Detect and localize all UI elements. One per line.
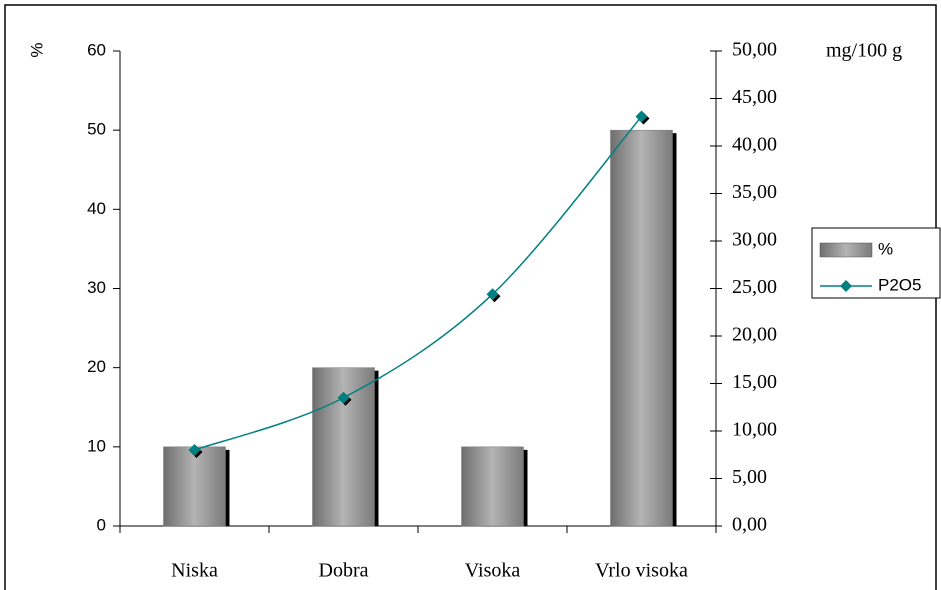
- legend-swatch: [819, 242, 873, 258]
- y2-tick-label: 15,00: [732, 371, 777, 393]
- y2-tick-label: 25,00: [732, 276, 777, 298]
- legend-marker: [840, 280, 852, 292]
- y2-axis-label: mg/100 g: [826, 40, 902, 62]
- y-tick-label: 50: [87, 120, 106, 139]
- x-tick-label: Niska: [171, 560, 218, 582]
- y2-tick-label: 35,00: [732, 181, 777, 203]
- bar: [610, 129, 673, 527]
- x-tick-label: Vrlo visoka: [595, 560, 688, 582]
- y2-tick-label: 30,00: [732, 229, 777, 251]
- y2-tick-label: 20,00: [732, 324, 777, 346]
- bar: [163, 446, 226, 527]
- y2-tick-label: 5,00: [732, 466, 767, 488]
- y-axis-label: %: [27, 42, 46, 57]
- y-tick-label: 40: [87, 199, 106, 218]
- marker: [188, 444, 201, 456]
- x-tick-label: Dobra: [319, 560, 369, 582]
- y-tick-label: 30: [87, 278, 106, 297]
- legend-label: P2O5: [878, 275, 921, 294]
- x-tick-label: Visoka: [465, 560, 521, 582]
- line: [194, 116, 643, 451]
- y2-tick-label: 45,00: [732, 86, 777, 108]
- bar: [461, 446, 524, 527]
- bar: [312, 367, 375, 527]
- marker: [635, 110, 648, 123]
- legend-label: %: [878, 239, 893, 258]
- y2-tick-label: 40,00: [732, 134, 777, 156]
- y-tick-label: 10: [87, 436, 106, 455]
- y-tick-label: 20: [87, 357, 106, 376]
- marker: [337, 391, 350, 404]
- y2-tick-label: 10,00: [732, 419, 777, 441]
- y-tick-label: 0: [97, 515, 106, 534]
- y2-tick-label: 50,00: [732, 39, 777, 61]
- marker: [486, 288, 499, 301]
- y2-tick-label: 0,00: [732, 514, 767, 536]
- y-tick-label: 60: [87, 40, 106, 59]
